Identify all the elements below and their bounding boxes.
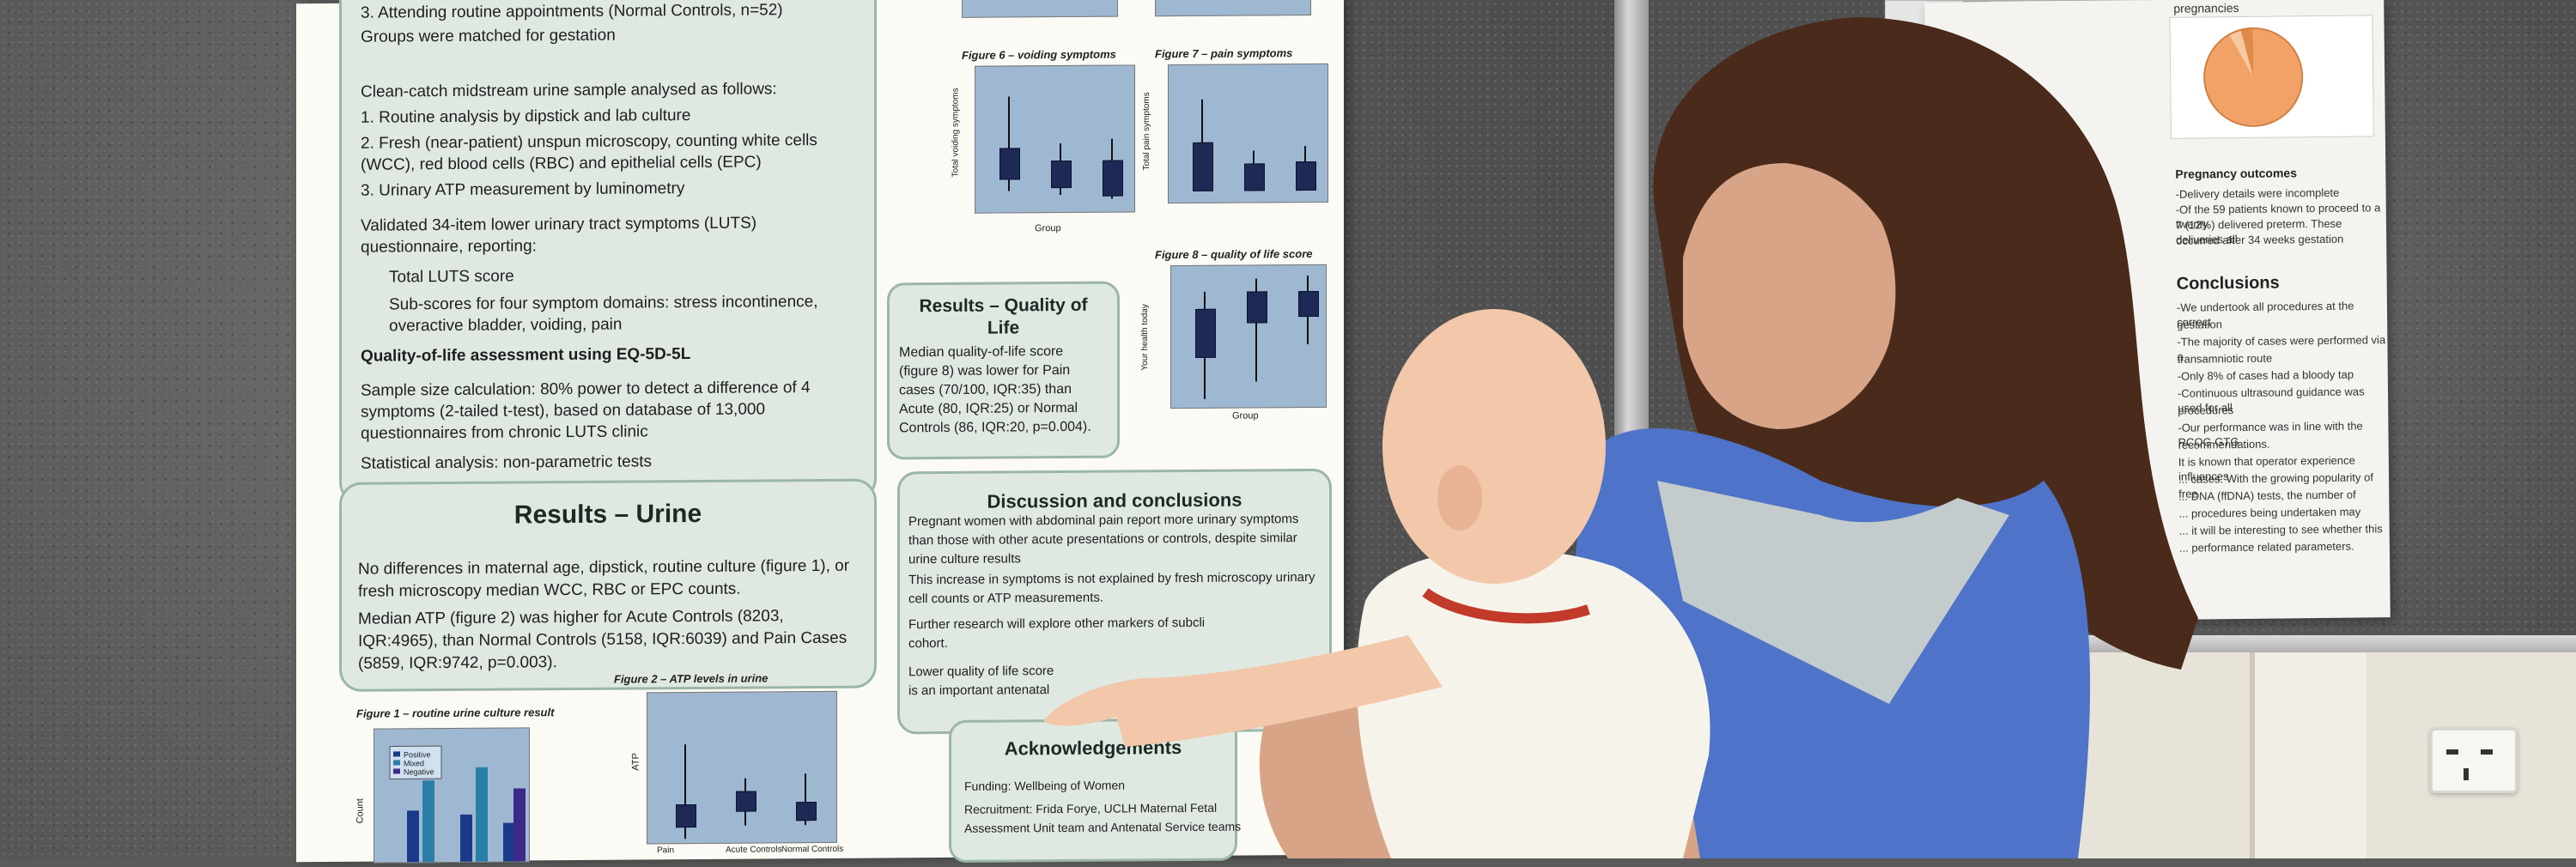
fig1-plot: Positive Mixed Negative: [374, 727, 530, 864]
baby-onesie: [1357, 549, 1710, 858]
power-socket-icon: [2430, 728, 2518, 793]
baby-arm: [1043, 635, 1443, 747]
door-frame: [2250, 652, 2366, 858]
woman-face: [1683, 136, 1896, 429]
baby-sling: [1657, 481, 2009, 704]
baby-head: [1382, 309, 1606, 584]
main-poster: 3. Attending routine appointments (Norma…: [296, 0, 1344, 864]
